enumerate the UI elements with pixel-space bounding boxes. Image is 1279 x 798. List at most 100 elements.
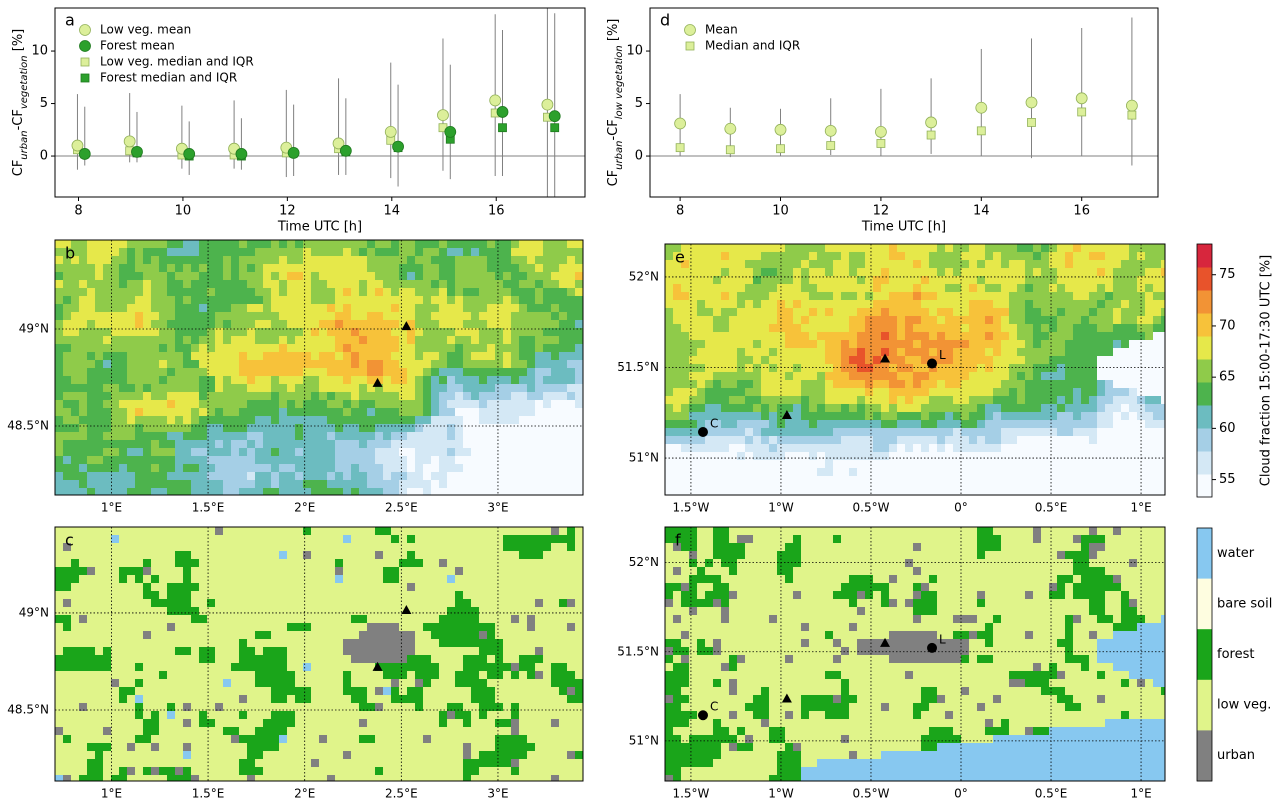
map-cell bbox=[575, 655, 584, 664]
map-cell bbox=[191, 687, 200, 696]
map-cell bbox=[223, 719, 232, 728]
map-cell bbox=[495, 416, 504, 425]
map-cell bbox=[151, 472, 160, 481]
map-cell bbox=[239, 559, 248, 568]
map-cell bbox=[543, 240, 552, 249]
map-cell bbox=[327, 456, 336, 465]
map-cell bbox=[575, 328, 584, 337]
map-cell bbox=[423, 440, 432, 449]
map-cell bbox=[135, 256, 144, 265]
map-cell bbox=[311, 336, 320, 345]
map-cell bbox=[567, 543, 576, 552]
map-cell bbox=[95, 304, 104, 313]
map-cell bbox=[303, 464, 312, 473]
map-cell bbox=[103, 535, 112, 544]
map-cell bbox=[127, 711, 136, 720]
map-cell bbox=[407, 384, 416, 393]
map-cell bbox=[295, 296, 304, 305]
map-cell bbox=[215, 655, 224, 664]
map-cell bbox=[255, 488, 264, 496]
map-cell bbox=[111, 480, 120, 489]
map-cell bbox=[503, 527, 512, 536]
map-cell bbox=[55, 456, 64, 465]
median-marker bbox=[676, 144, 684, 152]
map-cell bbox=[239, 671, 248, 680]
map-cell bbox=[199, 368, 208, 377]
map-cell bbox=[175, 440, 184, 449]
map-cell bbox=[559, 687, 568, 696]
map-cell bbox=[825, 284, 834, 293]
map-cell bbox=[279, 360, 288, 369]
map-cell bbox=[937, 308, 946, 317]
map-cell bbox=[439, 711, 448, 720]
map-cell bbox=[223, 432, 232, 441]
map-cell bbox=[455, 559, 464, 568]
map-cell bbox=[471, 711, 480, 720]
map-cell bbox=[495, 527, 504, 536]
map-cell bbox=[143, 607, 152, 616]
map-cell bbox=[503, 488, 512, 496]
map-cell bbox=[63, 320, 72, 329]
map-cell bbox=[183, 623, 192, 632]
map-cell bbox=[71, 400, 80, 409]
map-cell bbox=[1057, 252, 1066, 261]
map-cell bbox=[247, 711, 256, 720]
map-cell bbox=[335, 655, 344, 664]
map-cell bbox=[207, 679, 216, 688]
map-cell bbox=[183, 416, 192, 425]
map-cell bbox=[511, 719, 520, 728]
map-cell bbox=[239, 743, 248, 752]
map-cell bbox=[1145, 284, 1154, 293]
map-cell bbox=[295, 703, 304, 712]
map-cell bbox=[175, 663, 184, 672]
map-cell bbox=[383, 472, 392, 481]
map-cell bbox=[905, 308, 914, 317]
map-cell bbox=[231, 559, 240, 568]
map-cell bbox=[463, 456, 472, 465]
map-cell bbox=[447, 527, 456, 536]
map-cell bbox=[215, 711, 224, 720]
mean-marker bbox=[131, 146, 142, 157]
map-cell bbox=[239, 432, 248, 441]
map-cell bbox=[223, 535, 232, 544]
y-tick-label: 49°N bbox=[19, 322, 49, 336]
map-cell bbox=[399, 400, 408, 409]
map-cell bbox=[673, 268, 682, 277]
map-cell bbox=[79, 647, 88, 656]
map-cell bbox=[423, 551, 432, 560]
map-cell bbox=[487, 344, 496, 353]
map-cell bbox=[1033, 260, 1042, 269]
map-cell bbox=[407, 751, 416, 760]
map-cell bbox=[255, 663, 264, 672]
map-cell bbox=[215, 376, 224, 385]
map-cell bbox=[311, 312, 320, 321]
map-cell bbox=[431, 695, 440, 704]
map-cell bbox=[423, 360, 432, 369]
map-cell bbox=[503, 695, 512, 704]
map-cell bbox=[175, 320, 184, 329]
map-cell bbox=[551, 575, 560, 584]
map-cell bbox=[439, 543, 448, 552]
map-cell bbox=[239, 607, 248, 616]
map-cell bbox=[543, 703, 552, 712]
map-cell bbox=[55, 448, 64, 457]
map-cell bbox=[143, 719, 152, 728]
map-cell bbox=[487, 248, 496, 257]
map-cell bbox=[351, 535, 360, 544]
map-cell bbox=[95, 543, 104, 552]
map-cell bbox=[175, 376, 184, 385]
mean-marker bbox=[445, 126, 456, 137]
map-cell bbox=[729, 252, 738, 261]
map-cell bbox=[247, 416, 256, 425]
map-cell bbox=[383, 759, 392, 768]
map-cell bbox=[375, 615, 384, 624]
map-cell bbox=[319, 296, 328, 305]
map-cell bbox=[111, 631, 120, 640]
map-cell bbox=[463, 575, 472, 584]
map-cell bbox=[439, 296, 448, 305]
map-cell bbox=[495, 384, 504, 393]
map-cell bbox=[961, 292, 970, 301]
map-cell bbox=[231, 551, 240, 560]
map-cell bbox=[159, 288, 168, 297]
map-cell bbox=[463, 583, 472, 592]
